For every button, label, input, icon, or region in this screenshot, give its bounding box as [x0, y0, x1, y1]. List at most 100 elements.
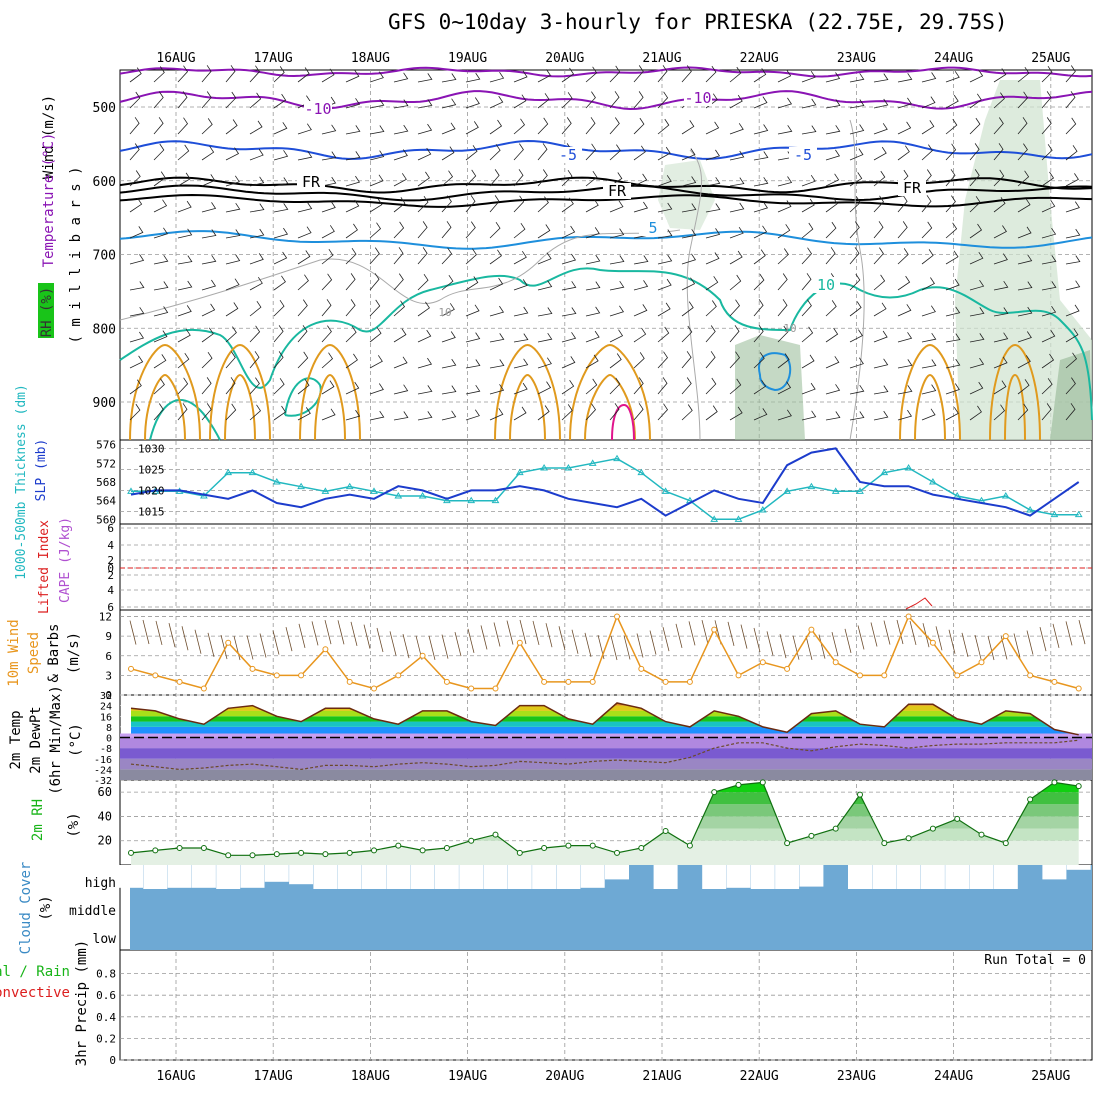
wind-barb [465, 195, 476, 213]
wind-barb [801, 354, 815, 369]
wind-barb [513, 118, 526, 135]
rh-point [881, 840, 888, 847]
wind-barb [129, 403, 141, 421]
wind-barb [537, 252, 552, 265]
wind-barb [201, 229, 217, 239]
wind-barb [681, 351, 692, 369]
thickness-point [127, 487, 135, 494]
wind-speed-point [784, 665, 791, 672]
wind-barb [873, 358, 889, 369]
wind-barb [201, 174, 216, 187]
wind-barb [153, 254, 169, 265]
wind-barb [321, 352, 334, 369]
wind-barb [129, 226, 144, 239]
precip-tick: 0.6 [96, 989, 116, 1002]
wind-barb [345, 223, 358, 239]
precip-label-3: 3hr Precip (mm) [74, 940, 90, 1066]
wind-barb [537, 143, 548, 161]
wind-barb [369, 410, 385, 421]
wind-barb [177, 305, 192, 317]
wind-barb [345, 98, 361, 109]
wind-barb [633, 145, 646, 161]
wind-barb [705, 177, 721, 187]
high-cloud-gap [507, 865, 532, 889]
wind-barb [801, 326, 814, 343]
thickness-point [1074, 510, 1083, 518]
wind-barb [345, 273, 356, 291]
wind-barb [537, 224, 551, 239]
wind-barb [273, 378, 285, 395]
wind-barb [417, 221, 428, 239]
wind-barb [177, 377, 189, 395]
wind-barb [993, 143, 1004, 161]
wind-barb [537, 381, 552, 395]
wind-barb [849, 196, 861, 213]
wind-barb [681, 229, 697, 239]
wind-barb [153, 281, 169, 291]
temperature-contour [119, 193, 1093, 208]
wind-barb [513, 195, 525, 213]
temp-axis-label: Temperature (°C) [41, 133, 57, 268]
wind-barb [465, 332, 481, 343]
wind-barb [729, 351, 741, 369]
wind-barb [249, 253, 264, 265]
high-cloud-gap [216, 865, 241, 889]
wind-barb [681, 325, 693, 343]
wind-barb [681, 176, 697, 187]
warm-contour [129, 343, 201, 441]
wind-barb [609, 377, 621, 395]
wind-barb [201, 202, 217, 213]
cloud-panel [119, 865, 1092, 950]
warm-contour [1004, 373, 1026, 441]
cape-tick: 4 [107, 539, 114, 552]
wind-barb [873, 330, 888, 343]
wind-barb [585, 254, 601, 265]
wind-barb [393, 173, 407, 187]
high-cloud-gap [653, 865, 678, 889]
wind-barb [417, 195, 429, 213]
wind-barb [945, 407, 959, 421]
rh-point [808, 832, 815, 839]
wind-barb [417, 247, 428, 265]
precip-tick: 0.4 [96, 1011, 116, 1024]
wind-barb [273, 66, 285, 83]
cape-tick: 6 [107, 522, 114, 535]
wind-barb [369, 71, 384, 83]
wind-barb [969, 223, 983, 239]
precip-frame [119, 949, 1093, 1061]
wind-barb [1017, 379, 1030, 395]
thickness-point [710, 515, 719, 522]
wind-tick: 3 [105, 669, 112, 682]
surface-wind-barb [428, 635, 436, 660]
wind-barb [417, 301, 430, 317]
wind-barb [657, 65, 668, 83]
temp-band [131, 716, 1079, 722]
wind-barb [897, 73, 913, 83]
wind-barb [945, 222, 958, 239]
slp-line [130, 447, 1080, 517]
wind-barb [249, 203, 265, 213]
surface-wind-barb [1026, 630, 1034, 655]
slp-tick: 1025 [138, 463, 165, 476]
wind-barb [801, 299, 812, 317]
wind-barb [273, 203, 289, 213]
pressure-tick: 600 [93, 175, 116, 190]
surface-wind-barb [493, 622, 501, 647]
wind-barb [993, 380, 1007, 395]
wind-barb [921, 332, 937, 343]
wind-barb [561, 332, 577, 343]
temperature-contour [758, 352, 792, 392]
wind-barb [993, 68, 1007, 83]
thickness-point [1050, 510, 1059, 518]
wind-barb [393, 328, 407, 343]
wind-barb [465, 121, 479, 135]
wind-barb [249, 120, 263, 135]
wind-barb [873, 123, 888, 135]
wind-barb [489, 277, 504, 291]
wind-barb [705, 405, 718, 421]
surface-wind-barb [545, 623, 553, 648]
wind-barb [177, 403, 188, 421]
surface-wind-barb [636, 633, 644, 658]
wind-barb [753, 151, 769, 161]
thickness-point [272, 478, 281, 485]
